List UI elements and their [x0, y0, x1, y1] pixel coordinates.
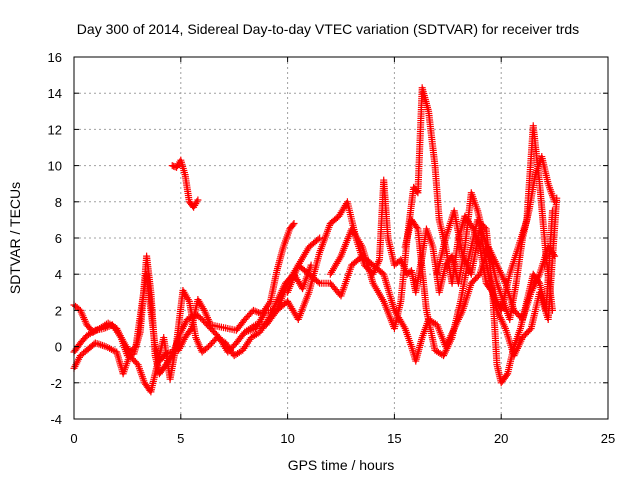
data-point-s8 [503, 371, 511, 379]
data-point-s1 [249, 306, 257, 314]
x-tick-label: 10 [280, 431, 294, 446]
data-point-s6 [474, 272, 482, 280]
data-point-s2 [314, 235, 322, 243]
data-marks [70, 84, 561, 396]
y-tick-label: 8 [55, 195, 62, 210]
x-axis-label: GPS time / hours [288, 457, 395, 473]
data-point-s3 [95, 340, 103, 348]
x-tick-label: 25 [601, 431, 615, 446]
data-point-s2 [100, 325, 108, 332]
chart-title: Day 300 of 2014, Sidereal Day-to-day VTE… [77, 21, 579, 37]
data-point-s3 [93, 340, 101, 348]
x-tick-label: 0 [70, 431, 77, 446]
data-point-s2 [103, 323, 111, 331]
data-point-s9 [553, 194, 561, 202]
data-point-s1 [186, 326, 194, 334]
y-tick-label: 14 [48, 86, 62, 101]
data-point-s2 [90, 327, 98, 335]
data-point-s8 [413, 223, 421, 231]
data-point-s6 [314, 278, 322, 286]
data-point-s8 [481, 223, 489, 231]
data-point-s1 [251, 307, 259, 315]
y-tick-label: -2 [50, 376, 62, 391]
data-point-s3 [97, 341, 105, 349]
data-point-s1 [290, 220, 298, 228]
y-axis-label: SDTVAR / TECUs [7, 182, 23, 294]
x-tick-label: 5 [177, 431, 184, 446]
data-point-s2 [102, 324, 110, 332]
data-point-s4 [194, 196, 202, 204]
x-tick-label: 20 [494, 431, 508, 446]
y-tick-label: 2 [55, 303, 62, 318]
y-tick-label: -4 [50, 412, 62, 427]
y-tick-label: 16 [48, 50, 62, 65]
data-point-s8 [535, 278, 543, 286]
data-point-s9 [526, 326, 534, 334]
y-tick-label: 0 [55, 340, 62, 355]
y-tick-label: 6 [55, 231, 62, 246]
y-tick-label: 12 [48, 122, 62, 137]
y-tick-label: 4 [55, 267, 62, 282]
data-point-s3 [133, 359, 141, 367]
x-tick-label: 15 [387, 431, 401, 446]
y-tick-label: 10 [48, 159, 62, 174]
y-tick-labels: -4 -2 0 2 4 6 8 10 12 14 16 [48, 50, 608, 427]
data-point-s2 [316, 234, 324, 242]
data-point-s1 [253, 308, 261, 316]
data-point-s1 [289, 221, 297, 229]
x-tick-labels: 0 5 10 15 20 25 [70, 57, 615, 446]
data-point-s7 [413, 187, 421, 195]
